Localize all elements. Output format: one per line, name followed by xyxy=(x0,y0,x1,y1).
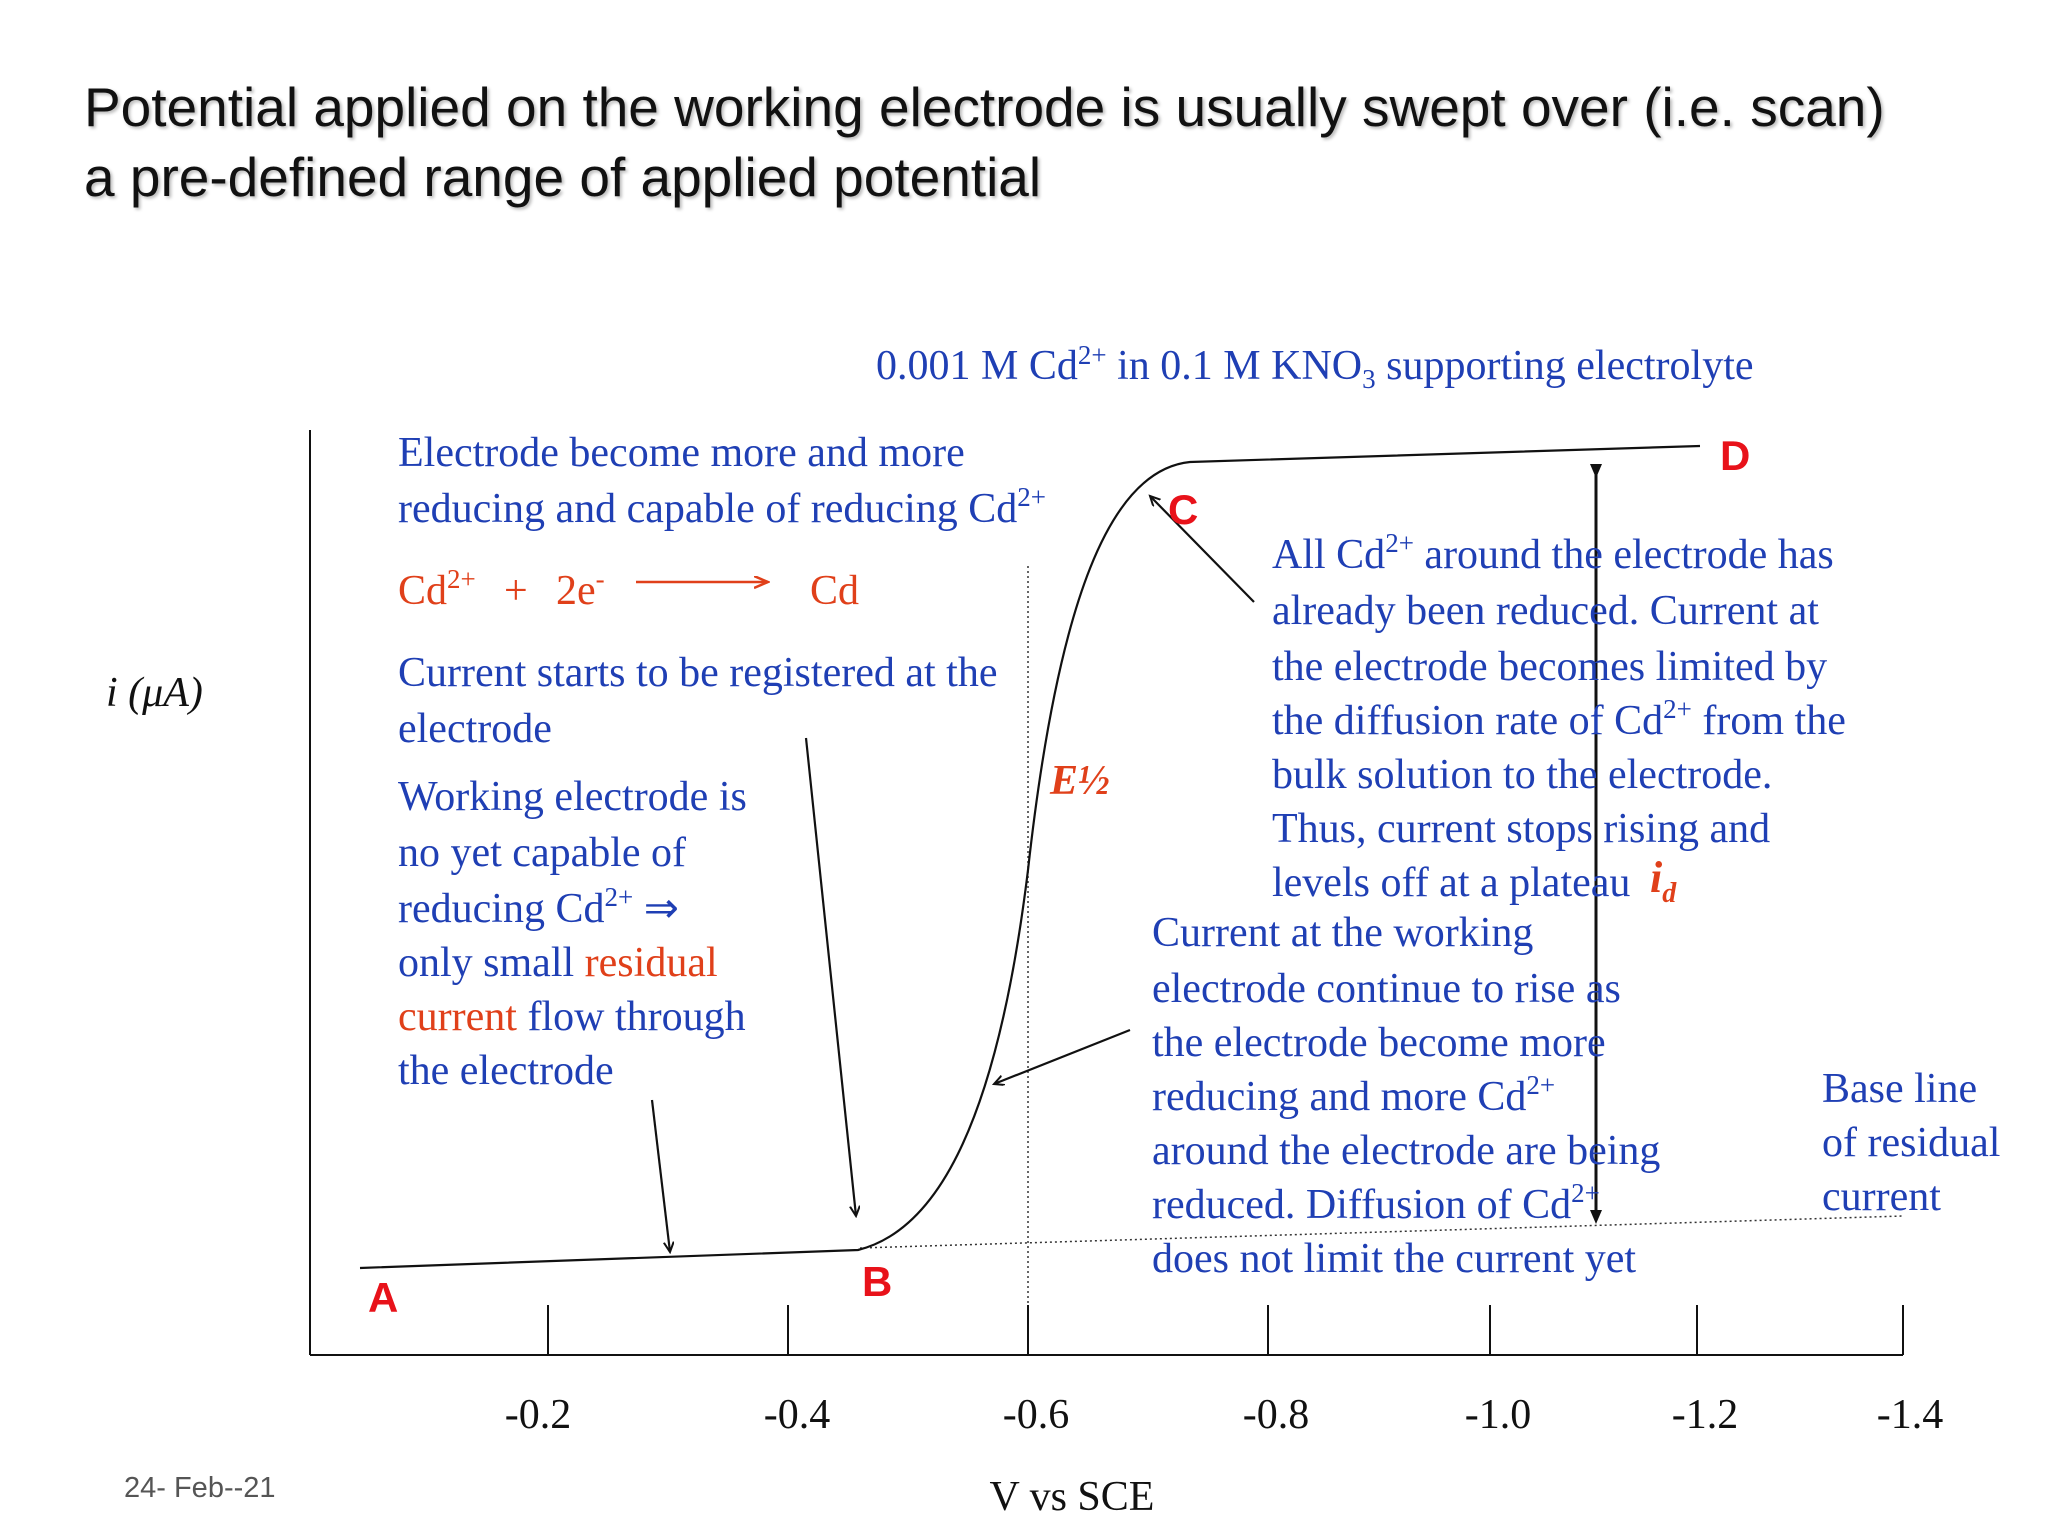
annotation-baseline: Base line of residual current xyxy=(1822,1066,2000,1220)
point-c-label: C xyxy=(1168,486,1198,533)
text-line: reducing and more Cd2+ xyxy=(1152,1070,1555,1120)
text-line: current flow through xyxy=(398,994,746,1040)
chart-title: 0.001 M Cd2+ in 0.1 M KNO3 supporting el… xyxy=(876,340,1754,394)
text-line: electrode continue to rise as xyxy=(1152,966,1621,1012)
reactant: Cd2+ xyxy=(398,564,476,614)
reaction-equation: Cd2+ + 2e- Cd xyxy=(398,564,859,614)
pointer-arrow-residual xyxy=(650,1099,670,1252)
text-line: bulk solution to the electrode. xyxy=(1272,752,1772,798)
pointer-arrow-c xyxy=(1150,496,1255,603)
electrons: 2e- xyxy=(556,564,605,614)
text-line: reducing Cd2+ ⇒ xyxy=(398,882,679,932)
text-line: the electrode becomes limited by xyxy=(1272,644,1827,690)
point-d-label: D xyxy=(1720,432,1750,479)
text-line: of residual xyxy=(1822,1120,2000,1166)
text-line: only small residual xyxy=(398,940,718,986)
title-line-1: Potential applied on the working electro… xyxy=(84,76,1885,138)
x-tick-label: -0.4 xyxy=(764,1392,831,1438)
text-line: Working electrode is xyxy=(398,774,747,820)
x-tick-label: -0.6 xyxy=(1003,1392,1070,1438)
pointer-arrow-current-start xyxy=(804,737,856,1216)
text-line: already been reduced. Current at xyxy=(1272,588,1819,634)
x-axis-label: V vs SCE xyxy=(990,1474,1155,1520)
text-line: levels off at a plateau xyxy=(1272,860,1630,906)
text-line: does not limit the current yet xyxy=(1152,1236,1636,1282)
y-axis-label: i (μA) xyxy=(106,670,203,716)
annotation-current-starts: Current starts to be registered at the e… xyxy=(398,650,997,752)
id-label: id xyxy=(1650,853,1677,909)
e-half-label: E½ xyxy=(1049,758,1110,804)
text-line: reduced. Diffusion of Cd2+ xyxy=(1152,1178,1600,1228)
text-line: no yet capable of xyxy=(398,830,686,876)
polarogram-curve xyxy=(359,444,1701,1270)
x-tick-label: -1.0 xyxy=(1465,1392,1532,1438)
text-line: All Cd2+ around the electrode has xyxy=(1272,528,1834,578)
x-tick-label: -1.4 xyxy=(1877,1392,1944,1438)
text-line: current xyxy=(1822,1174,1941,1220)
text-line: Current at the working xyxy=(1152,910,1533,956)
text-line: reducing and capable of reducing Cd2+ xyxy=(398,482,1046,532)
x-tick-label: -0.2 xyxy=(505,1392,572,1438)
annotation-electrode-reducing: Electrode become more and more reducing … xyxy=(398,430,1046,532)
text-line: the electrode xyxy=(398,1048,614,1094)
text-line: the electrode become more xyxy=(1152,1020,1606,1066)
x-tick-label: -1.2 xyxy=(1672,1392,1739,1438)
baseline-extension xyxy=(859,1215,1904,1249)
text-line: around the electrode are being xyxy=(1152,1128,1660,1174)
plus-sign: + xyxy=(504,568,528,614)
product: Cd xyxy=(810,568,859,614)
x-tick-label: -0.8 xyxy=(1243,1392,1310,1438)
text-line: Base line xyxy=(1822,1066,1977,1112)
annotation-working-electrode: Working electrode is no yet capable of r… xyxy=(398,774,747,1094)
pointer-arrow-rise xyxy=(994,1028,1131,1084)
x-ticks xyxy=(547,1305,1904,1355)
title-line-2: a pre-defined range of applied potential xyxy=(84,146,1042,208)
text-line: Thus, current stops rising and xyxy=(1272,806,1770,852)
slide-title: Potential applied on the working electro… xyxy=(84,72,1984,212)
annotation-all-cd-reduced: All Cd2+ around the electrode has alread… xyxy=(1272,528,1846,906)
text-line: Current starts to be registered at the xyxy=(398,650,997,696)
point-a-label: A xyxy=(368,1274,398,1321)
text-line: the diffusion rate of Cd2+ from the xyxy=(1272,694,1846,744)
footer-date: 24- Feb--21 xyxy=(124,1472,276,1504)
point-b-label: B xyxy=(862,1258,892,1305)
text-line: Electrode become more and more xyxy=(398,430,965,476)
text-line: electrode xyxy=(398,706,552,752)
annotation-current-rise: Current at the working electrode continu… xyxy=(1152,910,1660,1282)
